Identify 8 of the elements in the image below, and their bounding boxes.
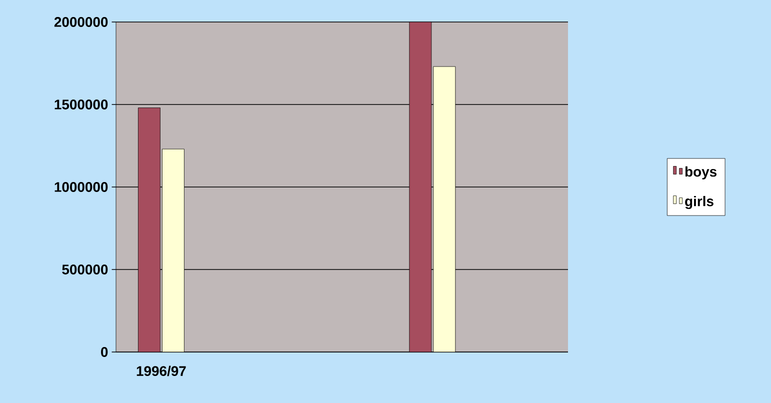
y-tick-label: 0	[101, 347, 108, 357]
y-tick-label: 1500000	[54, 100, 108, 110]
legend-label: boys	[685, 166, 717, 180]
x-tick-label: 1996/97	[136, 366, 186, 376]
y-tick-label: 2000000	[54, 17, 108, 27]
legend-label: girls	[685, 196, 714, 210]
y-tick-label: 1000000	[54, 182, 108, 192]
y-tick-label: 500000	[62, 264, 108, 274]
